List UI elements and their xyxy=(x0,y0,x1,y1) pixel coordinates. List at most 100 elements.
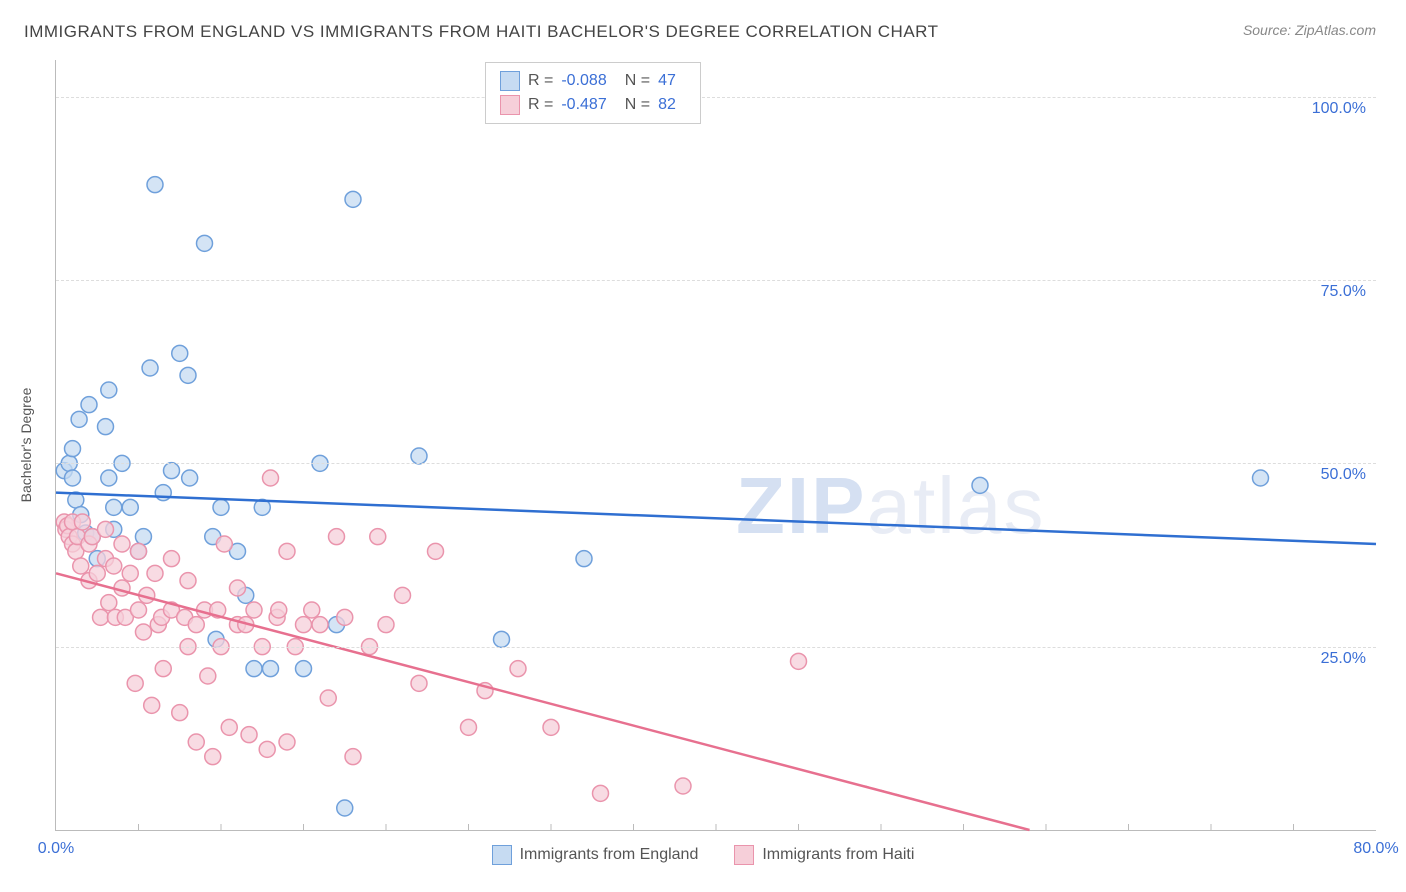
y-tick-label: 75.0% xyxy=(1321,283,1366,301)
scatter-point xyxy=(576,551,592,567)
scatter-point xyxy=(205,749,221,765)
y-axis-title: Bachelor's Degree xyxy=(18,388,34,503)
scatter-point xyxy=(65,441,81,457)
scatter-point xyxy=(246,602,262,618)
scatter-point xyxy=(172,345,188,361)
scatter-point xyxy=(213,499,229,515)
scatter-point xyxy=(98,419,114,435)
legend-item: Immigrants from England xyxy=(492,845,699,865)
scatter-point xyxy=(345,749,361,765)
scatter-point xyxy=(221,719,237,735)
scatter-point xyxy=(131,543,147,559)
scatter-point xyxy=(279,543,295,559)
bottom-legend: Immigrants from England Immigrants from H… xyxy=(0,845,1406,870)
scatter-point xyxy=(106,558,122,574)
scatter-point xyxy=(428,543,444,559)
scatter-point xyxy=(263,470,279,486)
y-tick-label: 50.0% xyxy=(1321,466,1366,484)
scatter-point xyxy=(144,697,160,713)
scatter-point xyxy=(127,675,143,691)
scatter-point xyxy=(164,551,180,567)
scatter-point xyxy=(510,661,526,677)
legend-swatch xyxy=(734,845,754,865)
y-tick-label: 100.0% xyxy=(1312,100,1366,118)
scatter-point xyxy=(135,624,151,640)
gridline xyxy=(56,97,1376,98)
scatter-point xyxy=(791,653,807,669)
scatter-point xyxy=(81,397,97,413)
scatter-point xyxy=(279,734,295,750)
stats-legend-box: R =-0.088N =47R =-0.487N =82 xyxy=(485,62,701,124)
scatter-point xyxy=(101,382,117,398)
legend-item: Immigrants from Haiti xyxy=(734,845,914,865)
scatter-point xyxy=(197,235,213,251)
legend-swatch xyxy=(492,845,512,865)
scatter-point xyxy=(370,529,386,545)
scatter-point xyxy=(304,602,320,618)
scatter-point xyxy=(89,565,105,581)
scatter-point xyxy=(395,587,411,603)
scatter-point xyxy=(329,529,345,545)
scatter-point xyxy=(337,609,353,625)
scatter-point xyxy=(972,477,988,493)
scatter-point xyxy=(114,536,130,552)
scatter-point xyxy=(296,661,312,677)
scatter-point xyxy=(131,602,147,618)
scatter-point xyxy=(296,617,312,633)
scatter-point xyxy=(65,470,81,486)
scatter-point xyxy=(411,448,427,464)
source-label: Source: ZipAtlas.com xyxy=(1243,22,1376,38)
scatter-point xyxy=(135,529,151,545)
legend-swatch xyxy=(500,95,520,115)
scatter-point xyxy=(155,661,171,677)
scatter-point xyxy=(122,565,138,581)
plot-area: ZIPatlas 25.0%50.0%75.0%100.0%0.0%80.0% xyxy=(55,60,1376,831)
scatter-point xyxy=(71,411,87,427)
legend-swatch xyxy=(500,71,520,91)
scatter-point xyxy=(378,617,394,633)
legend-label: Immigrants from England xyxy=(520,846,699,864)
scatter-point xyxy=(259,741,275,757)
legend-label: Immigrants from Haiti xyxy=(762,846,914,864)
trend-line xyxy=(56,493,1376,544)
stats-row: R =-0.088N =47 xyxy=(500,69,686,93)
gridline xyxy=(56,463,1376,464)
scatter-point xyxy=(106,499,122,515)
scatter-point xyxy=(230,580,246,596)
gridline xyxy=(56,280,1376,281)
chart-title: IMMIGRANTS FROM ENGLAND VS IMMIGRANTS FR… xyxy=(24,22,939,42)
scatter-point xyxy=(101,470,117,486)
scatter-point xyxy=(675,778,691,794)
stats-row: R =-0.487N =82 xyxy=(500,93,686,117)
scatter-point xyxy=(188,617,204,633)
scatter-point xyxy=(147,177,163,193)
scatter-point xyxy=(188,734,204,750)
scatter-point xyxy=(74,514,90,530)
scatter-point xyxy=(93,609,109,625)
scatter-point xyxy=(543,719,559,735)
y-tick-label: 25.0% xyxy=(1321,650,1366,668)
scatter-point xyxy=(461,719,477,735)
scatter-point xyxy=(142,360,158,376)
scatter-point xyxy=(411,675,427,691)
scatter-point xyxy=(246,661,262,677)
scatter-point xyxy=(73,558,89,574)
scatter-point xyxy=(494,631,510,647)
plot-svg xyxy=(56,60,1376,830)
scatter-point xyxy=(216,536,232,552)
scatter-point xyxy=(312,617,328,633)
scatter-point xyxy=(172,705,188,721)
scatter-point xyxy=(337,800,353,816)
gridline xyxy=(56,647,1376,648)
scatter-point xyxy=(98,521,114,537)
scatter-point xyxy=(101,595,117,611)
scatter-point xyxy=(271,602,287,618)
scatter-point xyxy=(241,727,257,743)
scatter-point xyxy=(122,499,138,515)
scatter-point xyxy=(1253,470,1269,486)
scatter-point xyxy=(147,565,163,581)
scatter-point xyxy=(180,573,196,589)
scatter-point xyxy=(164,463,180,479)
scatter-point xyxy=(593,785,609,801)
scatter-point xyxy=(180,367,196,383)
